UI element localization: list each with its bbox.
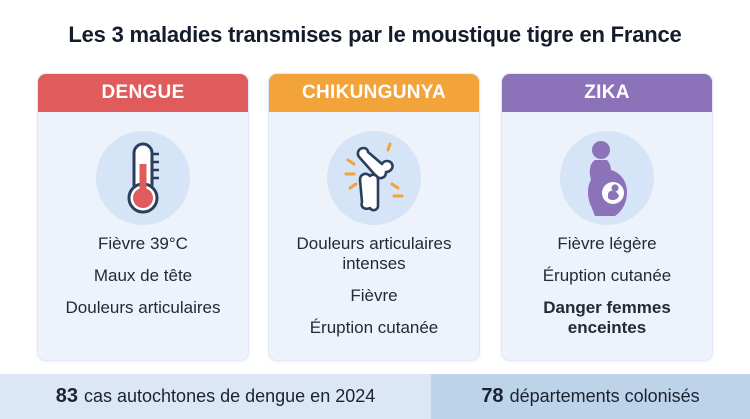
warning-item: Danger femmes <box>543 298 671 317</box>
symptom-list-zika: Fièvre légère Éruption cutanée Danger fe… <box>502 234 712 338</box>
warning-item: enceintes <box>567 318 647 337</box>
page-title: Les 3 maladies transmises par le moustiq… <box>68 22 682 47</box>
symptom-list-chikungunya: Douleurs articulaires intenses Fièvre Ér… <box>269 234 479 338</box>
card-header-dengue: DENGUE <box>38 74 248 112</box>
symptom-item: Fièvre <box>350 286 398 305</box>
stats-footer: 83 cas autochtones de dengue en 2024 78 … <box>0 374 750 419</box>
card-chikungunya: CHIKUNGUNYA Douleurs articulaires intens… <box>268 73 480 361</box>
stat-departments: 78 départements colonisés <box>431 374 750 419</box>
stat-number: 83 <box>55 385 78 407</box>
card-dengue: DENGUE Fièvre 39°C Maux de tête Douleurs… <box>37 73 249 361</box>
stat-label: départements colonisés <box>509 386 700 406</box>
symptom-item: Maux de tête <box>93 266 193 285</box>
stat-label: cas autochtones de dengue en 2024 <box>84 386 376 406</box>
symptom-item: Éruption cutanée <box>542 266 672 285</box>
card-header-zika: ZIKA <box>502 74 712 112</box>
symptom-item: Fièvre 39°C <box>98 234 188 253</box>
card-zika: ZIKA Fièvre légère Éruption cutanée Dang… <box>501 73 713 361</box>
symptom-item: Fièvre légère <box>557 234 657 253</box>
stat-number: 78 <box>481 385 504 407</box>
stat-dengue-cases: 83 cas autochtones de dengue en 2024 <box>0 374 431 419</box>
symptom-item: intenses <box>342 254 406 273</box>
thermometer-icon <box>96 131 190 225</box>
symptom-list-dengue: Fièvre 39°C Maux de tête Douleurs articu… <box>38 234 248 318</box>
symptom-item: Douleurs articulaires <box>296 234 452 253</box>
card-header-chikungunya: CHIKUNGUNYA <box>269 74 479 112</box>
joint-pain-icon <box>327 131 421 225</box>
symptom-item: Douleurs articulaires <box>65 298 221 317</box>
pregnant-woman-icon <box>560 131 654 225</box>
symptom-item: Éruption cutanée <box>309 318 439 337</box>
